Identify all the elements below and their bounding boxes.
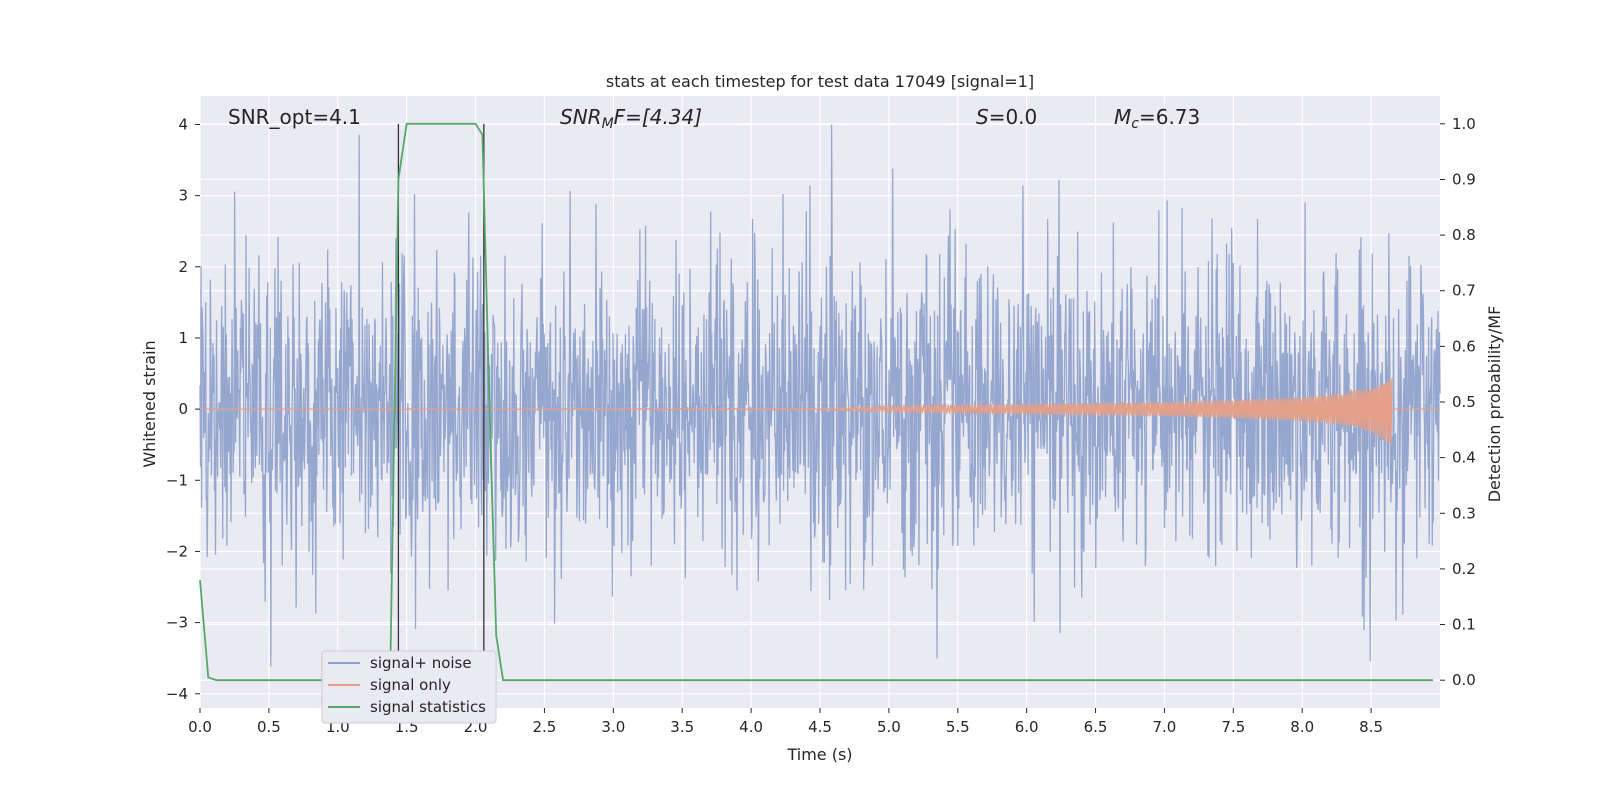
- right-y-tick-label: 0.9: [1452, 170, 1476, 188]
- y-tick-labels: 4 3 2 1 0 −1 −2 −3 −4: [166, 115, 200, 703]
- noise-line: [199, 124, 1441, 667]
- right-y-tick-label: 0.7: [1452, 282, 1476, 300]
- y-tick-label: 0: [178, 400, 188, 418]
- legend-label-noise: signal+ noise: [370, 654, 472, 672]
- right-y-tick-label: 0.0: [1452, 671, 1476, 689]
- x-tick-label: 8.0: [1290, 718, 1314, 736]
- y-tick-label: −1: [166, 471, 188, 489]
- legend: signal+ noise signal only signal statist…: [321, 650, 497, 724]
- legend-label-stats: signal statistics: [370, 698, 486, 716]
- statistics-line: [199, 122, 1434, 682]
- legend-box: [321, 650, 497, 724]
- x-tick-label: 0.0: [188, 718, 212, 736]
- y-tick-label: 3: [178, 187, 188, 205]
- y-tick-label: −2: [166, 542, 188, 560]
- right-y-tick-label: 0.1: [1452, 616, 1476, 634]
- y-tick-label: −4: [166, 685, 188, 703]
- x-tick-labels: 0.0 0.5 1.0 1.5 2.0 2.5 3.0 3.5 4.0 4.5 5.0 5.5 6.0 6…: [188, 708, 1383, 736]
- x-tick-label: 3.5: [670, 718, 694, 736]
- x-tick-label: 4.5: [808, 718, 832, 736]
- right-y-tick-label: 0.6: [1452, 337, 1476, 355]
- right-y-tick-label: 0.3: [1452, 504, 1476, 522]
- x-tick-label: 7.5: [1221, 718, 1245, 736]
- x-tick-label: 3.0: [601, 718, 625, 736]
- x-tick-label: 4.0: [739, 718, 763, 736]
- x-tick-label: 6.0: [1015, 718, 1039, 736]
- signal-statistics-series: [199, 122, 1434, 682]
- annotation-mc: Mc=6.73: [1114, 105, 1200, 132]
- annotation-s: S=0.0: [976, 105, 1037, 129]
- right-y-tick-label: 1.0: [1452, 115, 1476, 133]
- annotation-snr-mf: SNRMF=[4.34]: [560, 105, 702, 132]
- y-axis-label: Whitened strain: [140, 340, 159, 467]
- annotation-snr-opt: SNR_opt=4.1: [228, 105, 361, 129]
- right-y-tick-label: 0.8: [1452, 226, 1476, 244]
- x-tick-label: 7.0: [1153, 718, 1177, 736]
- y-tick-label: 4: [178, 115, 188, 133]
- right-y-tick-label: 0.5: [1452, 393, 1476, 411]
- chart-title: stats at each timestep for test data 170…: [606, 72, 1034, 91]
- signal-noise-series: [199, 124, 1441, 667]
- y-tick-label: 2: [178, 258, 188, 276]
- right-y-tick-label: 0.4: [1452, 449, 1476, 467]
- y-tick-label: 1: [178, 329, 188, 347]
- x-tick-label: 6.5: [1084, 718, 1108, 736]
- y-tick-label: −3: [166, 614, 188, 632]
- x-axis-label: Time (s): [786, 745, 852, 764]
- x-tick-label: 2.5: [533, 718, 557, 736]
- x-tick-label: 5.0: [877, 718, 901, 736]
- right-y-axis-label: Detection probability/MF: [1485, 306, 1504, 503]
- x-tick-label: 0.5: [257, 718, 281, 736]
- legend-label-signal: signal only: [370, 676, 451, 694]
- x-tick-label: 8.5: [1359, 718, 1383, 736]
- x-tick-label: 5.5: [946, 718, 970, 736]
- right-y-tick-labels: 1.0 0.9 0.8 0.7 0.6 0.5 0.4 0.3 0.2 0.1 0.0: [1440, 115, 1476, 689]
- right-y-tick-label: 0.2: [1452, 560, 1476, 578]
